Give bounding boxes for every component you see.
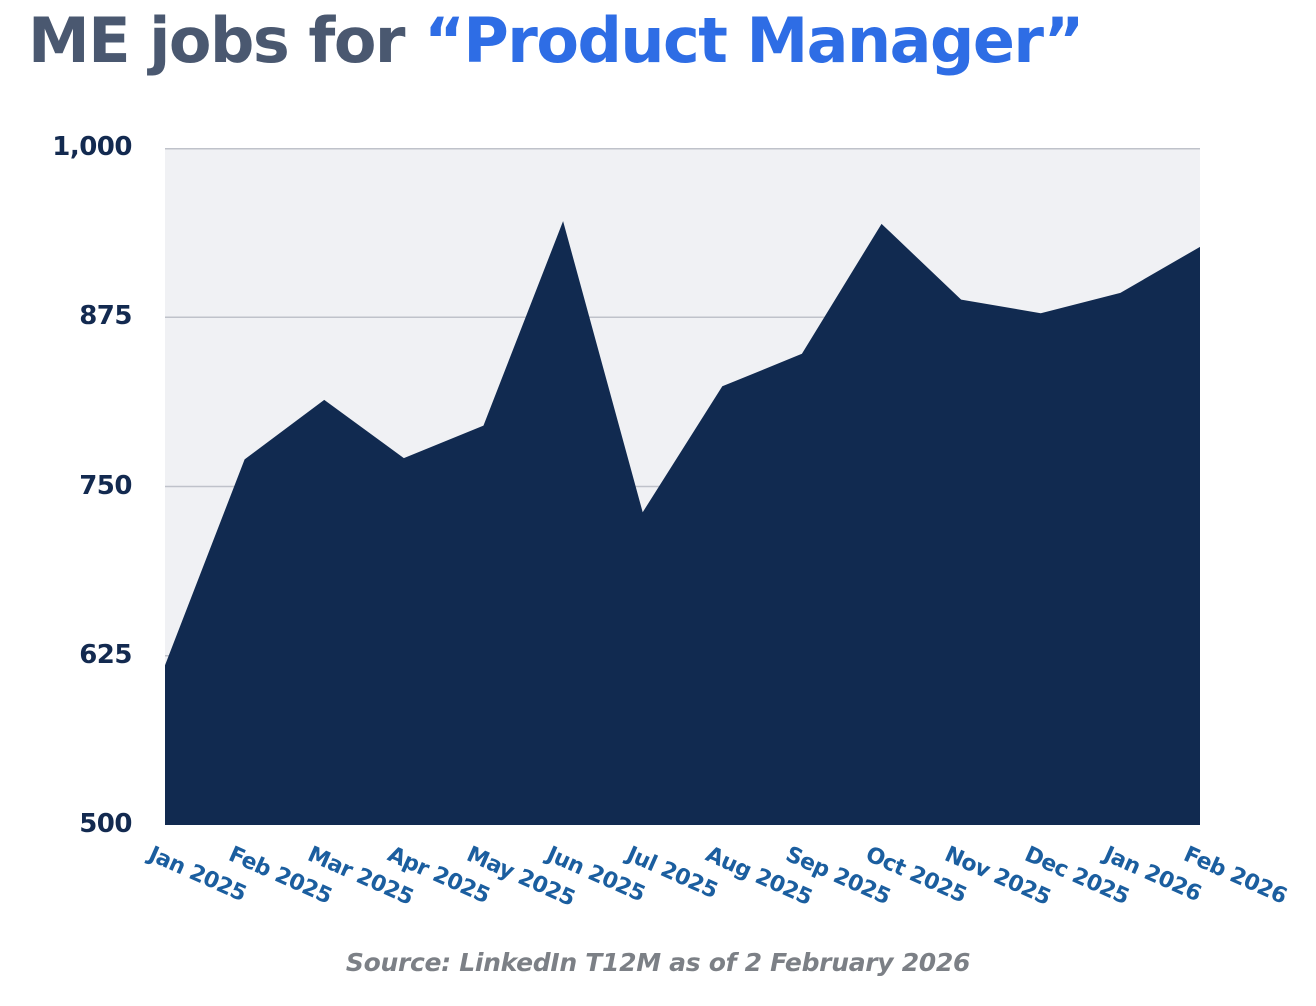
x-axis-label: Jun 2025	[542, 842, 649, 908]
x-axis-label: Oct 2025	[861, 842, 970, 909]
x-axis-label: Jan 2026	[1100, 842, 1206, 907]
x-axis-label: Dec 2025	[1020, 842, 1133, 911]
plot-area	[165, 148, 1200, 825]
area-chart	[165, 148, 1200, 825]
x-axis-label: Nov 2025	[940, 842, 1055, 911]
y-axis-label: 1,000	[52, 132, 132, 162]
x-axis-label: Jul 2025	[622, 842, 721, 904]
y-axis-label: 875	[79, 301, 132, 332]
x-axis-label: May 2025	[463, 842, 579, 912]
source-caption: Source: LinkedIn T12M as of 2 February 2…	[345, 948, 971, 977]
x-axis-label: Sep 2025	[781, 842, 894, 911]
x-axis-label: Jan 2025	[144, 842, 250, 907]
y-axis-label: 625	[79, 639, 132, 670]
x-axis-label: Feb 2025	[224, 842, 335, 910]
y-axis-label: 500	[79, 809, 132, 839]
x-axis-label: Feb 2026	[1179, 842, 1291, 910]
y-axis-label: 750	[79, 470, 132, 501]
x-axis-label: Aug 2025	[702, 842, 816, 911]
chart-title-prefix: ME jobs for	[28, 4, 425, 77]
x-axis-label: Apr 2025	[383, 842, 493, 909]
chart-title: ME jobs for “Product Manager”	[28, 2, 1084, 80]
y-axis: 1,000 875 750 625 500	[0, 0, 132, 1006]
x-axis-label: Mar 2025	[304, 842, 417, 911]
chart-title-highlight: “Product Manager”	[424, 4, 1084, 77]
area-series	[165, 221, 1200, 825]
